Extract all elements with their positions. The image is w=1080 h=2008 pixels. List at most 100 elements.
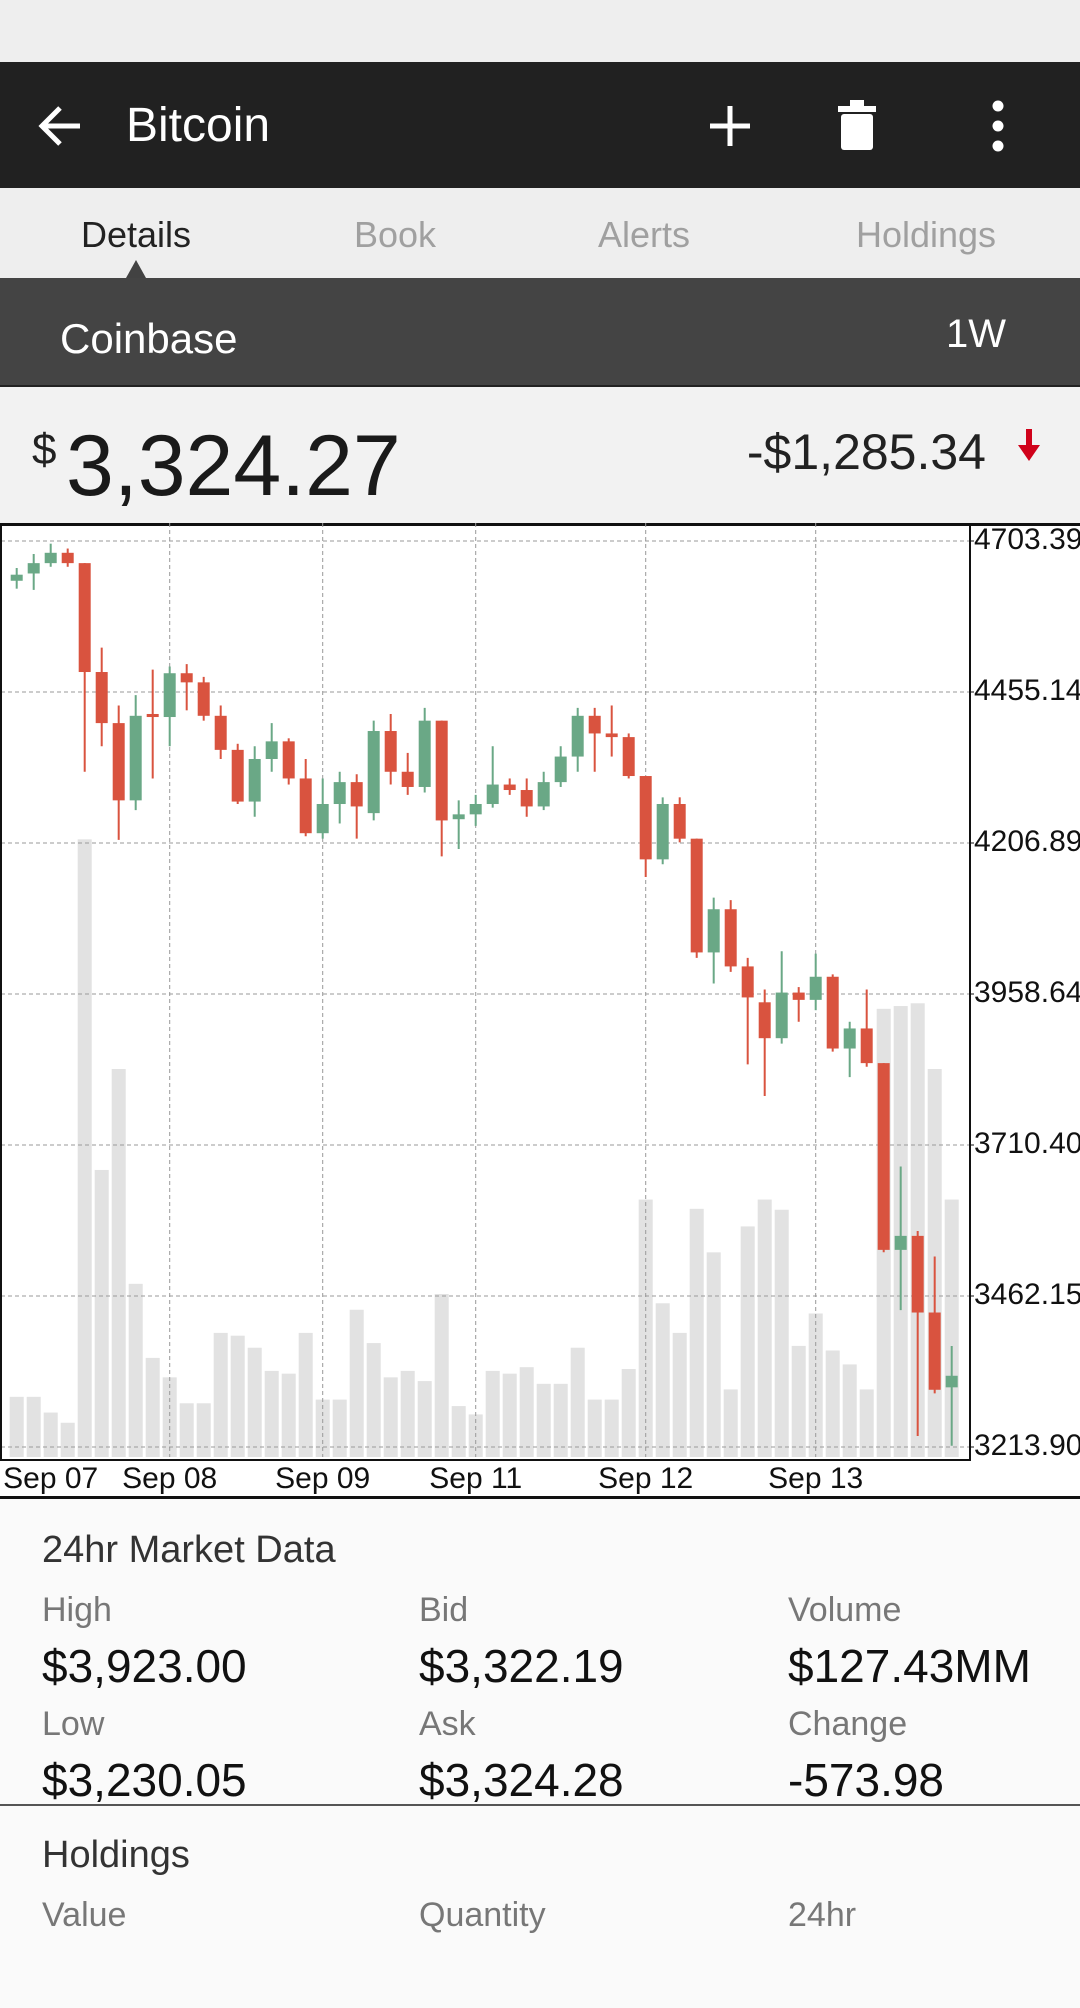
volume-bar xyxy=(485,1370,500,1457)
candle-body xyxy=(78,563,91,673)
app-bar: Bitcoin xyxy=(0,62,1080,188)
stat-label: Volume xyxy=(788,1591,902,1629)
candle-body xyxy=(367,731,380,814)
candle-body xyxy=(112,723,125,801)
delete-button[interactable] xyxy=(838,100,876,150)
volume-bar xyxy=(400,1370,415,1457)
candle-body xyxy=(44,552,57,564)
tab[interactable]: Details xyxy=(80,214,192,255)
title: Bitcoin xyxy=(126,99,271,152)
volume-bar xyxy=(60,1422,75,1457)
candle-body xyxy=(146,713,159,718)
volume-bar xyxy=(706,1252,721,1457)
x-tick-label: Sep 13 xyxy=(768,1462,863,1495)
stat-label: High xyxy=(42,1591,112,1629)
x-tick-label: Sep 08 xyxy=(122,1462,217,1495)
tab[interactable]: Holdings xyxy=(855,214,997,255)
volume-bar xyxy=(519,1367,534,1457)
candle-body xyxy=(163,673,176,718)
volume-bar xyxy=(910,1003,925,1457)
y-tick-label: 4206.89 xyxy=(974,825,1080,858)
candle-body xyxy=(469,804,482,815)
volume-bar xyxy=(570,1347,585,1457)
volume-bar xyxy=(162,1377,177,1457)
volume-bar xyxy=(604,1399,619,1457)
candle-body xyxy=(129,715,142,801)
down-arrow xyxy=(1018,429,1040,461)
candle-body xyxy=(265,741,278,759)
tab-indicator xyxy=(126,260,146,278)
candle-body xyxy=(316,804,329,834)
candle-body xyxy=(792,992,805,1000)
holdings: Holdings Value Quantity 24hr xyxy=(0,1806,1080,2008)
volume-bar xyxy=(825,1350,840,1457)
volume-bar xyxy=(145,1357,160,1457)
candle-body xyxy=(350,782,363,807)
stat-label: Ask xyxy=(419,1705,476,1743)
candle-body xyxy=(10,574,23,581)
stat-value: $3,322.19 xyxy=(419,1640,624,1692)
volume-bar xyxy=(774,1209,789,1457)
volume-bar xyxy=(944,1199,959,1457)
y-tick-label: 3710.40 xyxy=(974,1127,1080,1160)
candle-body xyxy=(452,814,465,820)
candle-body xyxy=(690,838,703,953)
currency: $ xyxy=(32,425,57,474)
stat-label: Low xyxy=(42,1705,105,1743)
add-button[interactable] xyxy=(708,104,752,148)
volume-bar xyxy=(77,839,92,1457)
candle-body xyxy=(401,771,414,787)
y-tick-label: 3958.64 xyxy=(974,976,1080,1009)
volume-bar xyxy=(740,1226,755,1457)
candle-body xyxy=(894,1235,907,1250)
tab[interactable]: Book xyxy=(353,214,437,255)
candle-body xyxy=(214,715,227,750)
tab[interactable]: Alerts xyxy=(597,214,691,255)
candle-body xyxy=(435,720,448,821)
volume-bar xyxy=(791,1345,806,1457)
volume-bar xyxy=(451,1406,466,1457)
volume-bar xyxy=(213,1332,228,1457)
market-data: 24hr Market Data High $3,923.00 Bid $3,3… xyxy=(0,1499,1080,1806)
candle-body xyxy=(724,909,737,967)
volume-bar xyxy=(655,1303,670,1457)
candle-body xyxy=(605,733,618,738)
candle-body xyxy=(911,1235,924,1313)
price-panel: $ 3,324.27 -$1,285.34 xyxy=(0,387,1080,523)
range[interactable]: 1W xyxy=(946,312,1006,356)
y-tick-label: 3213.90 xyxy=(974,1429,1080,1462)
y-tick-label: 4455.14 xyxy=(974,674,1080,707)
candle-body xyxy=(622,737,635,777)
volume-bar xyxy=(417,1381,432,1457)
status-bar xyxy=(0,0,1080,62)
exchange[interactable]: Coinbase xyxy=(60,315,238,362)
stat-value: $3,230.05 xyxy=(42,1754,247,1806)
candle-body xyxy=(707,909,720,953)
volume-bar xyxy=(842,1364,857,1457)
volume-bar xyxy=(230,1335,245,1457)
more-button[interactable] xyxy=(988,100,1008,152)
candle-body xyxy=(333,782,346,805)
volume-bar xyxy=(366,1343,381,1457)
candle-body xyxy=(520,790,533,807)
volume-bar xyxy=(672,1332,687,1457)
volume-bar xyxy=(621,1369,636,1457)
chart: Sep 07 Sep 08 Sep 09 Sep 11 Sep 12 Sep 13 3213… xyxy=(0,523,1080,1495)
volume-bar xyxy=(247,1347,262,1457)
volume-bar xyxy=(94,1169,109,1457)
stat-label: Bid xyxy=(419,1591,469,1629)
candle-body xyxy=(537,782,550,807)
chart-panel: Sep 07 Sep 08 Sep 09 Sep 11 Sep 12 Sep 13 3213… xyxy=(0,523,1080,1499)
back-button[interactable] xyxy=(36,102,84,150)
volume-bar xyxy=(43,1412,58,1457)
volume-bar xyxy=(502,1373,517,1457)
volume-bar xyxy=(281,1373,296,1457)
candle-body xyxy=(61,552,74,564)
column-label: Value xyxy=(42,1896,127,1934)
volume-bar xyxy=(553,1383,568,1457)
candle-body xyxy=(656,804,669,860)
volume-bar xyxy=(757,1199,772,1457)
volume-bar xyxy=(536,1383,551,1457)
volume-bar xyxy=(111,1069,126,1457)
